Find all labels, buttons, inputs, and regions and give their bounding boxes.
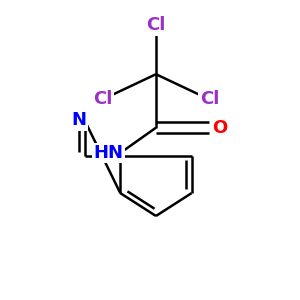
Text: Cl: Cl	[146, 16, 166, 34]
Text: Cl: Cl	[200, 91, 219, 109]
Text: O: O	[212, 119, 227, 137]
Text: Cl: Cl	[93, 91, 112, 109]
Text: N: N	[71, 111, 86, 129]
Text: HN: HN	[93, 144, 123, 162]
